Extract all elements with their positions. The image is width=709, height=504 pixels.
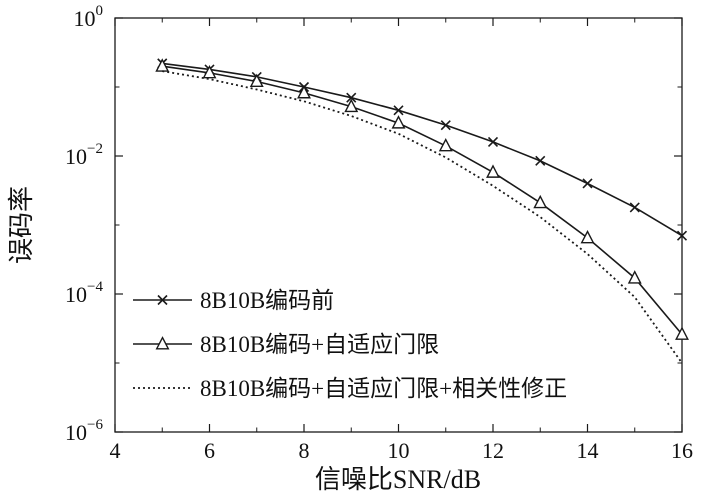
x-marker-icon <box>535 155 546 166</box>
series-line-1 <box>162 65 683 335</box>
legend-item: 8B10B编码+自适应门限+相关性修正 <box>133 376 567 401</box>
x-tick-label: 12 <box>482 438 504 463</box>
x-tick-label: 6 <box>204 438 215 463</box>
legend-label: 8B10B编码前 <box>200 288 334 313</box>
x-tick-label: 14 <box>577 438 599 463</box>
x-marker-icon <box>582 178 593 189</box>
triangle-marker-icon <box>249 73 264 88</box>
triangle-marker-icon <box>155 336 170 350</box>
x-tick-label: 8 <box>299 438 310 463</box>
x-marker-icon <box>629 202 640 213</box>
series-line-2 <box>162 70 683 364</box>
x-tick-label: 4 <box>110 438 121 463</box>
x-marker-icon <box>346 92 357 103</box>
x-marker-icon <box>440 120 451 131</box>
triangle-marker-icon <box>344 98 359 113</box>
x-marker-icon <box>157 294 168 306</box>
legend-item: 8B10B编码+自适应门限 <box>133 332 439 357</box>
triangle-marker-icon <box>533 194 548 209</box>
y-tick-label: 10−4 <box>65 279 103 307</box>
x-tick-label: 16 <box>671 438 693 463</box>
x-marker-icon <box>676 230 688 241</box>
triangle-marker-icon <box>438 137 453 152</box>
y-tick-label: 100 <box>74 3 104 31</box>
triangle-marker-icon <box>675 326 689 340</box>
x-marker-icon <box>393 105 404 116</box>
y-tick-label: 10−6 <box>65 417 103 445</box>
triangle-marker-icon <box>486 164 500 178</box>
plot-frame <box>114 17 683 433</box>
triangle-marker-icon <box>297 85 311 99</box>
legend-label: 8B10B编码+自适应门限 <box>200 332 439 357</box>
triangle-marker-icon <box>580 229 595 244</box>
triangle-marker-icon <box>202 64 217 79</box>
x-axis-label: 信噪比SNR/dB <box>315 465 481 494</box>
series-line-0 <box>162 62 683 237</box>
triangle-marker-icon <box>155 58 170 72</box>
y-axis-label: 误码率 <box>7 186 36 264</box>
triangle-marker-icon <box>627 270 642 284</box>
x-tick-label: 10 <box>388 438 410 463</box>
x-marker-icon <box>487 136 499 147</box>
triangle-marker-icon <box>391 115 406 129</box>
legend-item: 8B10B编码前 <box>133 288 334 313</box>
legend-label: 8B10B编码+自适应门限+相关性修正 <box>200 376 567 401</box>
y-tick-label: 10−2 <box>65 141 103 169</box>
